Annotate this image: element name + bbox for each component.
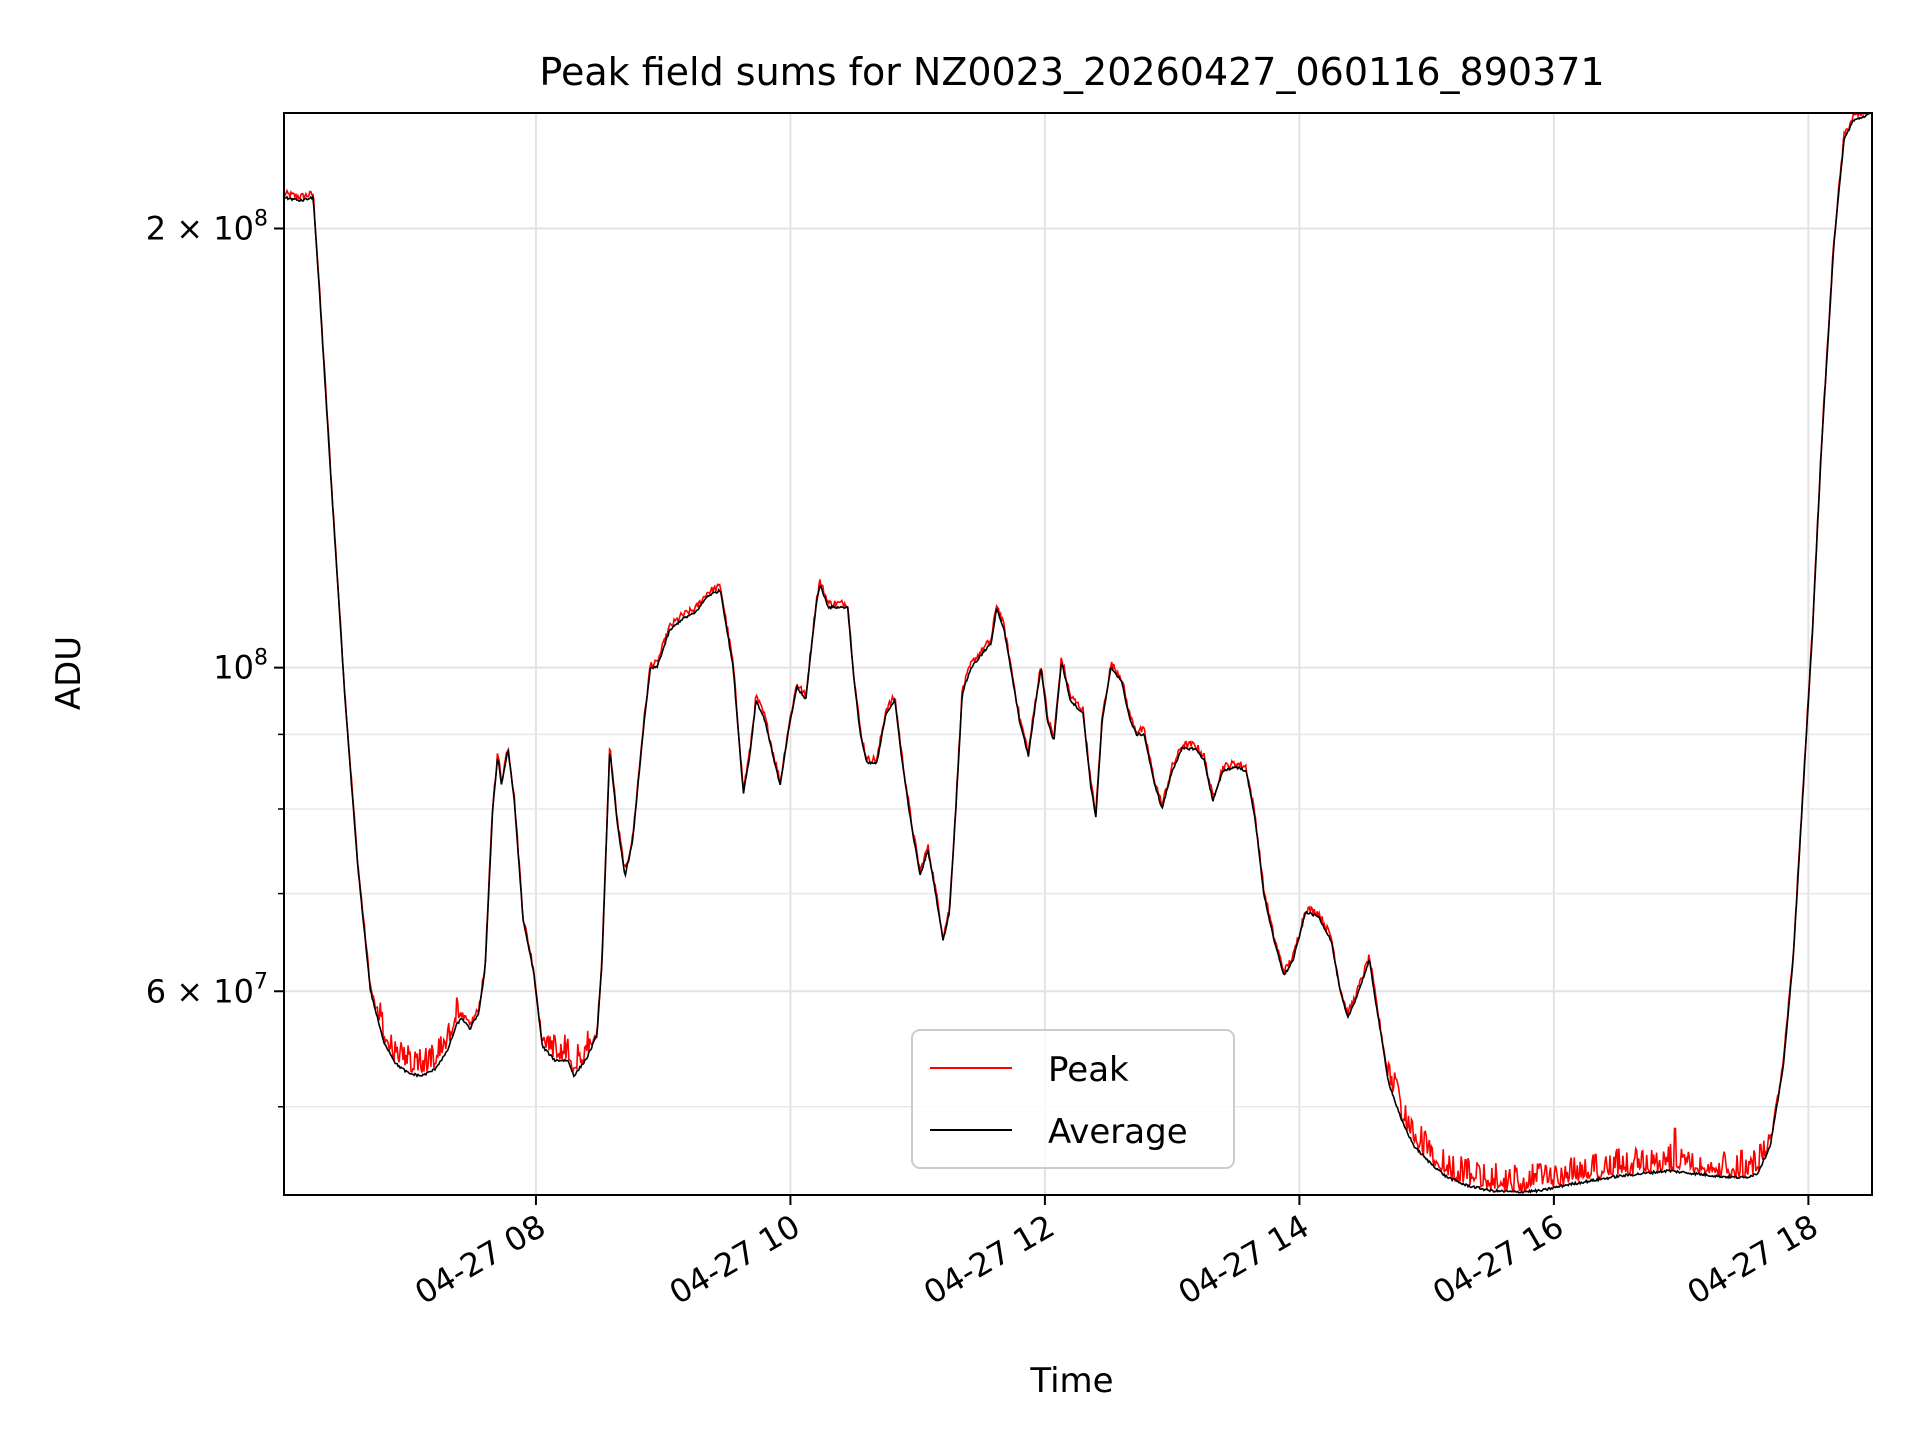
y-tick-exponent: 8: [254, 207, 268, 232]
average-series-line: [284, 113, 1872, 1195]
legend-peak-label: Peak: [1048, 1050, 1129, 1090]
y-tick-base: 2 × 10: [146, 210, 254, 248]
y-tick-base: 6 × 10: [146, 972, 254, 1010]
y-tick-base: 10: [213, 649, 254, 687]
y-tick-label: 6 × 107: [146, 969, 268, 1010]
series-layer: [284, 113, 1872, 1195]
plot-frame: [283, 112, 1873, 1196]
y-tick-label: 2 × 108: [146, 207, 268, 248]
peak-series-line: [284, 113, 1870, 1194]
legend-average-label: Average: [1048, 1112, 1188, 1152]
legend: Peak Average: [911, 1029, 1235, 1169]
y-tick-exponent: 7: [254, 969, 268, 994]
y-axis-label: ADU: [49, 636, 89, 710]
y-tick-exponent: 8: [254, 646, 268, 671]
y-tick-label: 108: [213, 646, 268, 687]
chart-title: Peak field sums for NZ0023_20260427_0601…: [539, 50, 1604, 94]
x-axis-label: Time: [1029, 1361, 1113, 1401]
